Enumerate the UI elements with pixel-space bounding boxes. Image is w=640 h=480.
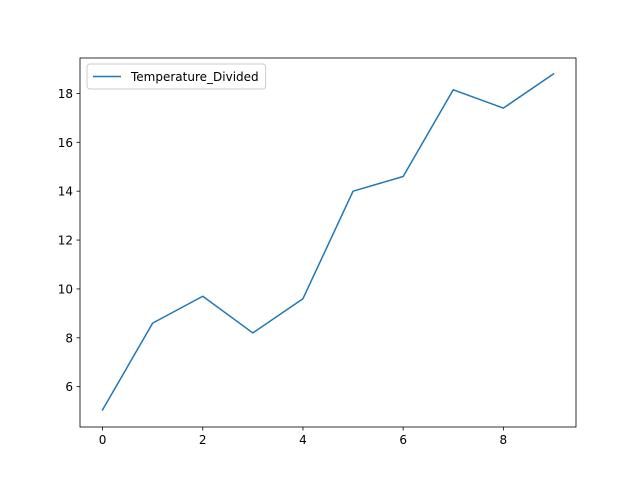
legend: Temperature_Divided [86,63,267,90]
x-tick-label: 4 [299,433,307,447]
y-tick-label: 8 [65,331,73,345]
y-tick-label: 6 [65,380,73,394]
y-tick-label: 14 [58,185,73,199]
y-tick-label: 18 [58,87,73,101]
y-axis: 6 8 10 12 14 16 18 [58,87,80,394]
y-tick-label: 16 [58,136,73,150]
axes-frame [79,57,577,428]
plot-layer [101,72,555,411]
y-tick-label: 12 [58,234,73,248]
x-axis: 0 2 4 6 8 [99,427,507,447]
y-tick-label: 10 [58,282,73,296]
legend-label: Temperature_Divided [130,70,259,84]
x-tick-label: 0 [99,433,107,447]
x-tick-label: 6 [399,433,407,447]
x-tick-label: 8 [500,433,508,447]
x-tick-label: 2 [199,433,207,447]
series-line [101,72,555,411]
legend-box [86,63,267,90]
